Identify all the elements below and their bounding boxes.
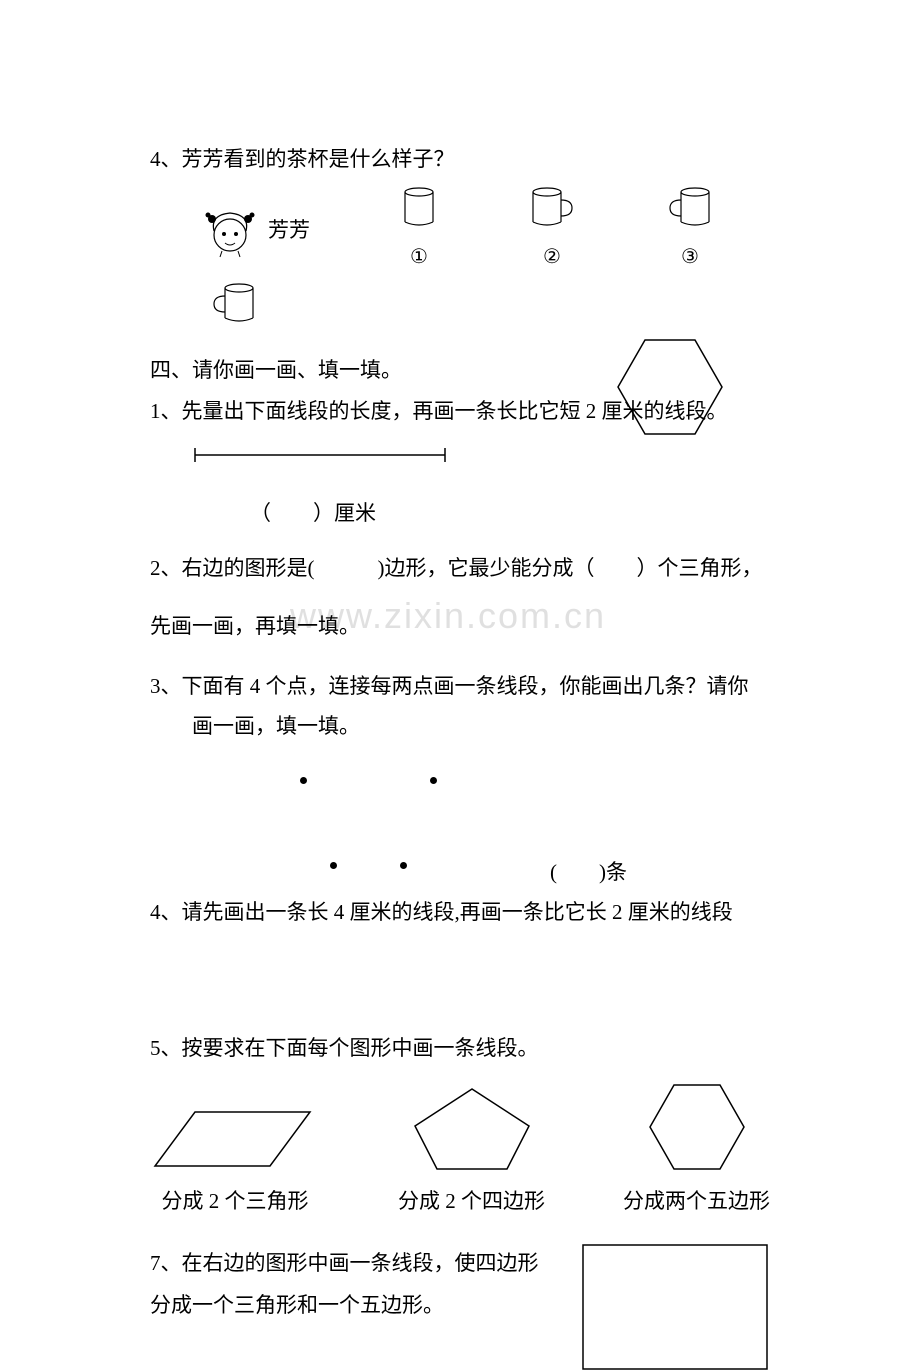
cup-option-2: ② bbox=[528, 186, 576, 276]
line-segment-icon bbox=[190, 446, 450, 466]
cup-no-handle-icon bbox=[400, 186, 438, 228]
s4q2-text2: 先画一画，再填一填。 bbox=[150, 607, 770, 647]
shape-pentagon: 分成 2 个四边形 bbox=[398, 1084, 545, 1222]
rectangle-icon bbox=[580, 1242, 770, 1372]
cup-handle-right-icon bbox=[528, 186, 576, 228]
hexagon-shape bbox=[610, 332, 730, 456]
s4-q5: 5、按要求在下面每个图形中画一条线段。 分成 2 个三角形 分成 2 个四边形 … bbox=[150, 1029, 770, 1222]
parallelogram-icon bbox=[150, 1104, 320, 1174]
shape-parallelogram: 分成 2 个三角形 bbox=[150, 1104, 320, 1222]
cup-handle-left-small-icon bbox=[210, 282, 258, 324]
shape-label-3: 分成两个五边形 bbox=[623, 1182, 770, 1222]
hexagon-icon bbox=[610, 332, 730, 442]
s4-q4: 4、请先画出一条长 4 厘米的线段,再画一条比它长 2 厘米的线段 bbox=[150, 893, 770, 933]
shape-label-2: 分成 2 个四边形 bbox=[398, 1182, 545, 1222]
girl-icon bbox=[200, 203, 260, 258]
s4q3-text: 3、下面有 4 个点，连接每两点画一条线段，你能画出几条？请你 bbox=[150, 667, 770, 707]
dots-diagram: ( )条 bbox=[300, 777, 770, 877]
count-blank: ( )条 bbox=[550, 853, 627, 893]
q4-text: 4、芳芳看到的茶杯是什么样子？ bbox=[150, 140, 770, 180]
s4q4-text: 4、请先画出一条长 4 厘米的线段,再画一条比它长 2 厘米的线段 bbox=[150, 893, 770, 933]
s4-q1: 1、先量出下面线段的长度，再画一条长比它短 2 厘米的线段。 （ ）厘米 bbox=[150, 392, 770, 534]
cm-blank: （ ）厘米 bbox=[250, 494, 770, 534]
shape-hexagon: 分成两个五边形 bbox=[623, 1079, 770, 1222]
s4q7-text1: 7、在右边的图形中画一条线段，使四边形 bbox=[150, 1242, 560, 1284]
s4q7-text2: 分成一个三角形和一个五边形。 bbox=[150, 1284, 560, 1326]
cup-handle-left-icon bbox=[666, 186, 714, 228]
cup-option-1: ① bbox=[400, 186, 438, 276]
dot-3 bbox=[330, 862, 337, 869]
s4q5-text: 5、按要求在下面每个图形中画一条线段。 bbox=[150, 1029, 770, 1069]
answer-cup-row bbox=[210, 282, 770, 338]
dot-1 bbox=[300, 777, 307, 784]
s4-q3: 3、下面有 4 个点，连接每两点画一条线段，你能画出几条？请你 画一画，填一填。… bbox=[150, 667, 770, 877]
question-4-teacup: 4、芳芳看到的茶杯是什么样子？ 芳芳 bbox=[150, 140, 770, 338]
hexagon-small-icon bbox=[642, 1079, 752, 1174]
dot-4 bbox=[400, 862, 407, 869]
fangfang-label: 芳芳 bbox=[268, 211, 310, 251]
shape-label-1: 分成 2 个三角形 bbox=[162, 1182, 309, 1222]
cup-option-3: ③ bbox=[666, 186, 714, 276]
s4q3-text2: 画一画，填一填。 bbox=[192, 707, 770, 747]
pentagon-icon bbox=[407, 1084, 537, 1174]
dot-2 bbox=[430, 777, 437, 784]
s4-q2: 2、右边的图形是( )边形，它最少能分成（ ）个三角形， 先画一画，再填一填。 bbox=[150, 549, 770, 647]
cup-label-1: ① bbox=[410, 238, 428, 276]
s4q2-text: 2、右边的图形是( )边形，它最少能分成（ ）个三角形， bbox=[150, 549, 770, 589]
cup-label-3: ③ bbox=[681, 238, 699, 276]
cup-label-2: ② bbox=[543, 238, 561, 276]
s4-q7: 7、在右边的图形中画一条线段，使四边形 分成一个三角形和一个五边形。 bbox=[150, 1242, 770, 1372]
fangfang-figure: 芳芳 bbox=[200, 203, 310, 258]
